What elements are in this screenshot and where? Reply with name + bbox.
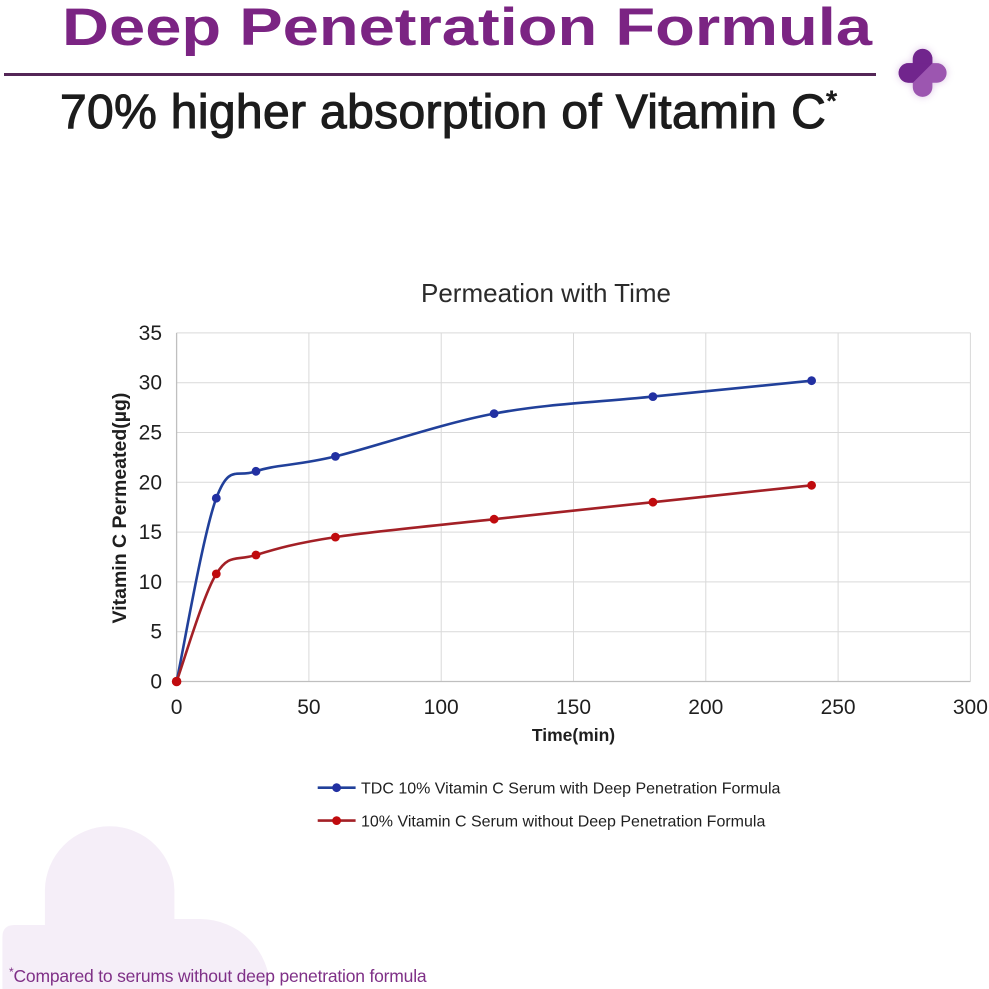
svg-text:10% Vitamin C Serum without De: 10% Vitamin C Serum without Deep Penetra…	[361, 813, 765, 830]
svg-text:150: 150	[556, 696, 591, 719]
svg-text:Time(min): Time(min)	[532, 725, 615, 745]
svg-text:200: 200	[688, 696, 723, 719]
svg-text:20: 20	[139, 471, 162, 494]
svg-text:0: 0	[171, 696, 183, 719]
svg-text:TDC 10% Vitamin C Serum with D: TDC 10% Vitamin C Serum with Deep Penetr…	[361, 781, 781, 798]
svg-text:25: 25	[139, 422, 162, 445]
svg-text:15: 15	[139, 521, 162, 544]
svg-text:100: 100	[424, 696, 459, 719]
svg-text:10: 10	[139, 571, 162, 594]
svg-text:Permeation with Time: Permeation with Time	[421, 278, 671, 308]
svg-text:Vitamin C Permeated(µg): Vitamin C Permeated(µg)	[109, 393, 131, 624]
svg-text:300: 300	[953, 696, 988, 719]
svg-text:35: 35	[139, 322, 162, 345]
svg-text:0: 0	[150, 671, 162, 694]
svg-text:5: 5	[150, 621, 162, 644]
svg-text:50: 50	[297, 696, 320, 719]
svg-text:30: 30	[139, 372, 162, 395]
svg-text:250: 250	[821, 696, 856, 719]
